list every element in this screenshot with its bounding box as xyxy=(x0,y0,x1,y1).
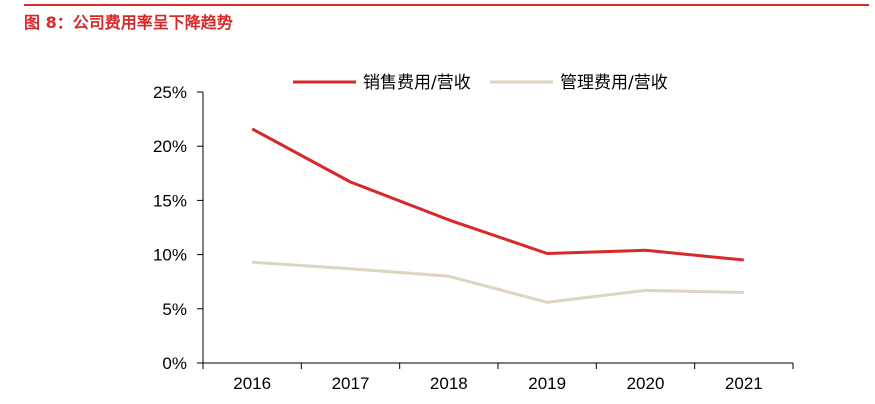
legend-label-admin: 管理费用/营收 xyxy=(560,73,668,93)
x-tick-label: 2016 xyxy=(233,374,271,393)
x-tick-label: 2017 xyxy=(332,374,370,393)
x-tick-label: 2018 xyxy=(430,374,468,393)
series-line-0 xyxy=(251,127,744,262)
x-tick-label: 2020 xyxy=(627,374,665,393)
series-line-1 xyxy=(252,260,744,304)
x-tick-label: 2019 xyxy=(528,374,566,393)
top-rule xyxy=(24,4,869,6)
y-tick-label: 10% xyxy=(153,246,187,265)
y-tick-label: 5% xyxy=(162,300,187,319)
y-tick-label: 0% xyxy=(162,354,187,373)
series-layer xyxy=(251,127,744,304)
figure-title: 图 8：公司费用率呈下降趋势 xyxy=(24,13,233,32)
legend-label-sales: 销售费用/营收 xyxy=(363,73,471,93)
y-tick-label: 25% xyxy=(153,83,187,102)
x-axis: 2016 2017 2018 2019 2020 2021 xyxy=(202,362,794,393)
y-axis: 0% 5% 10% 15% 20% 25% xyxy=(153,83,204,373)
y-tick-label: 20% xyxy=(153,137,187,156)
y-tick-label: 15% xyxy=(153,191,187,210)
legend: 销售费用/营收 管理费用/营收 xyxy=(293,73,668,93)
x-tick-label: 2021 xyxy=(725,374,763,393)
